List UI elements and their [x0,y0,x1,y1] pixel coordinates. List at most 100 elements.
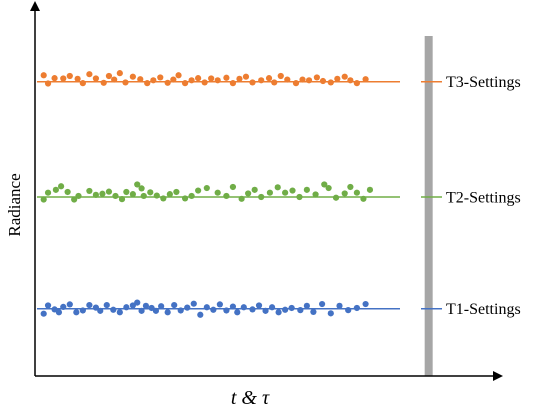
t3-settings-point [208,75,215,82]
t3-settings-point [242,73,250,80]
y-axis-label: Radiance [5,173,24,236]
t1-settings-point [268,304,276,311]
t2-settings-point [99,190,106,197]
t3-settings-point [144,80,151,87]
t2-settings-point [325,184,332,192]
t1-settings-point [275,309,282,316]
t3-settings-point [347,77,354,84]
t2-settings-point [245,190,252,197]
t3-settings-point [327,79,334,86]
t2-settings-point [289,187,296,194]
t2-settings-point [71,196,78,203]
t1-settings-point [92,304,99,311]
t2-settings-point [118,196,126,203]
t3-settings-point [353,80,360,87]
t2-settings-point [64,188,71,196]
t3-settings-point [313,74,320,81]
t2-settings-point [360,195,367,202]
t1-settings-point [55,309,63,316]
t1-settings-point [288,304,295,312]
t1-settings-point [184,304,191,311]
t2-settings-point [353,189,360,196]
t1-settings-point [303,302,310,309]
t1-settings-point [297,307,304,314]
t2-settings-point [296,193,303,201]
t1-settings-point [73,309,80,316]
t2-settings-point [203,184,210,192]
t1-settings-point [44,302,52,309]
t3-settings-point [157,74,164,81]
t2-settings-point [153,192,160,199]
t3-settings-point [92,75,99,82]
t3-settings-point [284,76,291,83]
t2-settings-point [160,195,167,202]
t2-settings-legend-label: T2-Settings [446,190,521,207]
t1-settings-point [110,306,117,313]
t3-settings-point [164,79,171,86]
t1-settings-point [319,300,326,308]
t2-settings-point [52,186,59,193]
t3-settings-point [214,77,221,84]
t2-settings-point [92,191,99,198]
x-axis-label: t & τ [231,387,270,409]
t2-settings-point [147,189,154,196]
t3-settings-point [51,75,58,82]
t2-settings-point [123,188,130,196]
t3-settings-point [223,74,230,81]
t3-settings-point [40,72,47,79]
t1-settings-point [223,307,230,314]
t1-settings-point [345,307,352,314]
t2-settings-point [40,196,47,203]
t2-settings-point [129,191,136,198]
t2-settings-point [105,188,113,195]
t1-settings-point [190,300,197,307]
t1-settings-point [203,304,210,311]
t3-settings-point [249,79,256,86]
t1-settings-point [142,302,150,309]
t1-settings-point [255,302,263,309]
t2-settings-point [229,183,237,191]
t1-settings-point [158,303,165,310]
t2-settings-point [341,190,348,197]
t1-settings-point [60,303,67,311]
t3-settings-point [111,76,118,83]
t1-settings-point [177,307,184,314]
t3-settings-point [334,75,341,82]
t3-settings-point [79,80,86,87]
t1-settings-point [123,304,130,311]
t1-settings-point [134,299,141,306]
t1-settings-point [362,300,369,308]
t1-settings-point [327,310,334,317]
t1-settings-point [353,304,360,312]
t1-settings-point [86,302,93,309]
t3-settings-point [86,71,93,78]
t3-settings-point [277,72,284,80]
t1-settings-point [138,307,145,314]
t3-settings-point [122,79,129,86]
t3-settings-point [258,77,265,84]
t2-settings-point [251,186,258,193]
t2-settings-point [258,193,265,201]
t3-settings-point [292,80,300,87]
t3-settings-point [195,75,202,82]
t2-settings-point [274,184,281,191]
t3-settings-point [201,79,208,86]
t3-settings-point [129,73,136,80]
t1-settings-point [336,302,343,309]
t3-settings-point [66,72,73,80]
t3-settings-point [299,76,306,83]
t2-settings-point [347,183,354,191]
t1-settings-legend-label: T1-Settings [446,301,521,318]
t1-settings-point [171,302,178,309]
t2-settings-point [195,187,202,194]
t3-settings-point [74,75,81,82]
t1-settings-point [197,311,204,318]
t1-settings-point [79,307,86,314]
t2-settings-point [173,188,180,196]
t2-settings-point [188,192,195,200]
t3-settings-point [305,77,313,84]
t3-settings-point [44,80,52,87]
t3-settings-legend-label: T3-Settings [446,74,521,91]
t1-settings-point [97,307,104,314]
